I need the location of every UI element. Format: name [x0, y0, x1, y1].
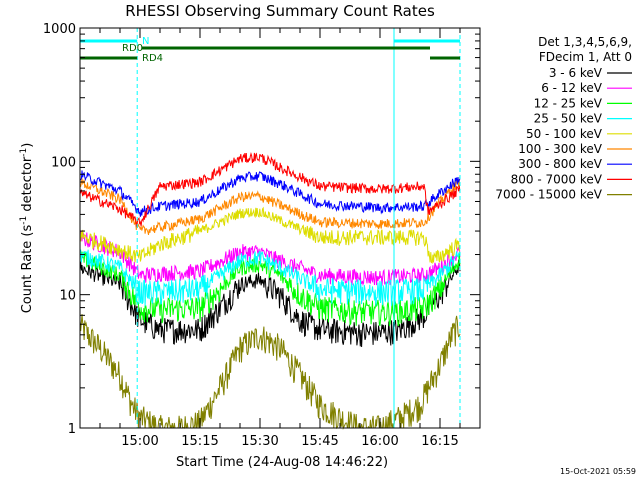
series-line-0: [79, 258, 461, 348]
x-tick-label: 15:15: [181, 434, 218, 449]
n-label: N: [142, 36, 149, 47]
y-axis-label-main: Count Rate (s: [20, 225, 35, 314]
chart-title: RHESSI Observing Summary Count Rates: [125, 2, 435, 20]
legend-label: 12 - 25 keV: [534, 96, 603, 110]
x-tick-label: 15:45: [301, 434, 338, 449]
axis-ticks: 1 10 100 1000 15:00 15:15 15:30 15:45 16:00 16:15: [43, 22, 480, 449]
legend-label: 50 - 100 keV: [526, 127, 603, 141]
legend-label: 6 - 12 keV: [541, 81, 603, 95]
timestamp: 15-Oct-2021 05:59: [560, 467, 636, 476]
series-line-6: [79, 170, 461, 217]
series-line-3: [79, 249, 461, 307]
legend: Det 1,3,4,5,6,9,FDecim 1, Att 0 3 - 6 keV…: [495, 35, 632, 202]
vertical-markers: [136, 28, 461, 428]
y-axis-label: Count Rate (s-1 detector-1): [19, 143, 35, 314]
series-line-1: [79, 230, 461, 286]
y-tick-label: 10: [59, 289, 76, 304]
y-axis-label-end: ): [20, 143, 35, 148]
rd4-label: RD4: [142, 53, 163, 64]
series-line-8: [79, 314, 461, 430]
legend-label: 25 - 50 keV: [534, 112, 603, 126]
y-axis-label-sup1: -1: [19, 216, 29, 225]
legend-header: Det 1,3,4,5,6,9,: [538, 35, 632, 49]
x-tick-label: 15:00: [121, 434, 158, 449]
legend-label: 300 - 800 keV: [518, 157, 602, 171]
legend-label: 100 - 300 keV: [518, 142, 602, 156]
rd0-label: RD0: [122, 43, 143, 54]
legend-label: 800 - 7000 keV: [511, 172, 603, 186]
series-line-2: [79, 251, 461, 327]
x-axis-label: Start Time (24-Aug-08 14:46:22): [176, 455, 388, 470]
legend-header: FDecim 1, Att 0: [539, 50, 632, 64]
series-line-7: [79, 152, 461, 228]
x-tick-label: 15:30: [241, 434, 278, 449]
x-tick-label: 16:15: [421, 434, 458, 449]
x-tick-label: 16:00: [361, 434, 398, 449]
y-tick-label: 100: [51, 155, 76, 170]
legend-label: 7000 - 15000 keV: [495, 188, 602, 202]
legend-label: 3 - 6 keV: [549, 66, 603, 80]
y-axis-label-sup2: -1: [19, 148, 29, 157]
y-tick-label: 1000: [43, 22, 76, 37]
y-tick-label: 1: [68, 422, 76, 437]
series-line-4: [79, 206, 461, 264]
y-axis-label-mid: detector: [20, 156, 35, 216]
series-layer: [79, 152, 461, 430]
series-line-5: [79, 176, 461, 236]
